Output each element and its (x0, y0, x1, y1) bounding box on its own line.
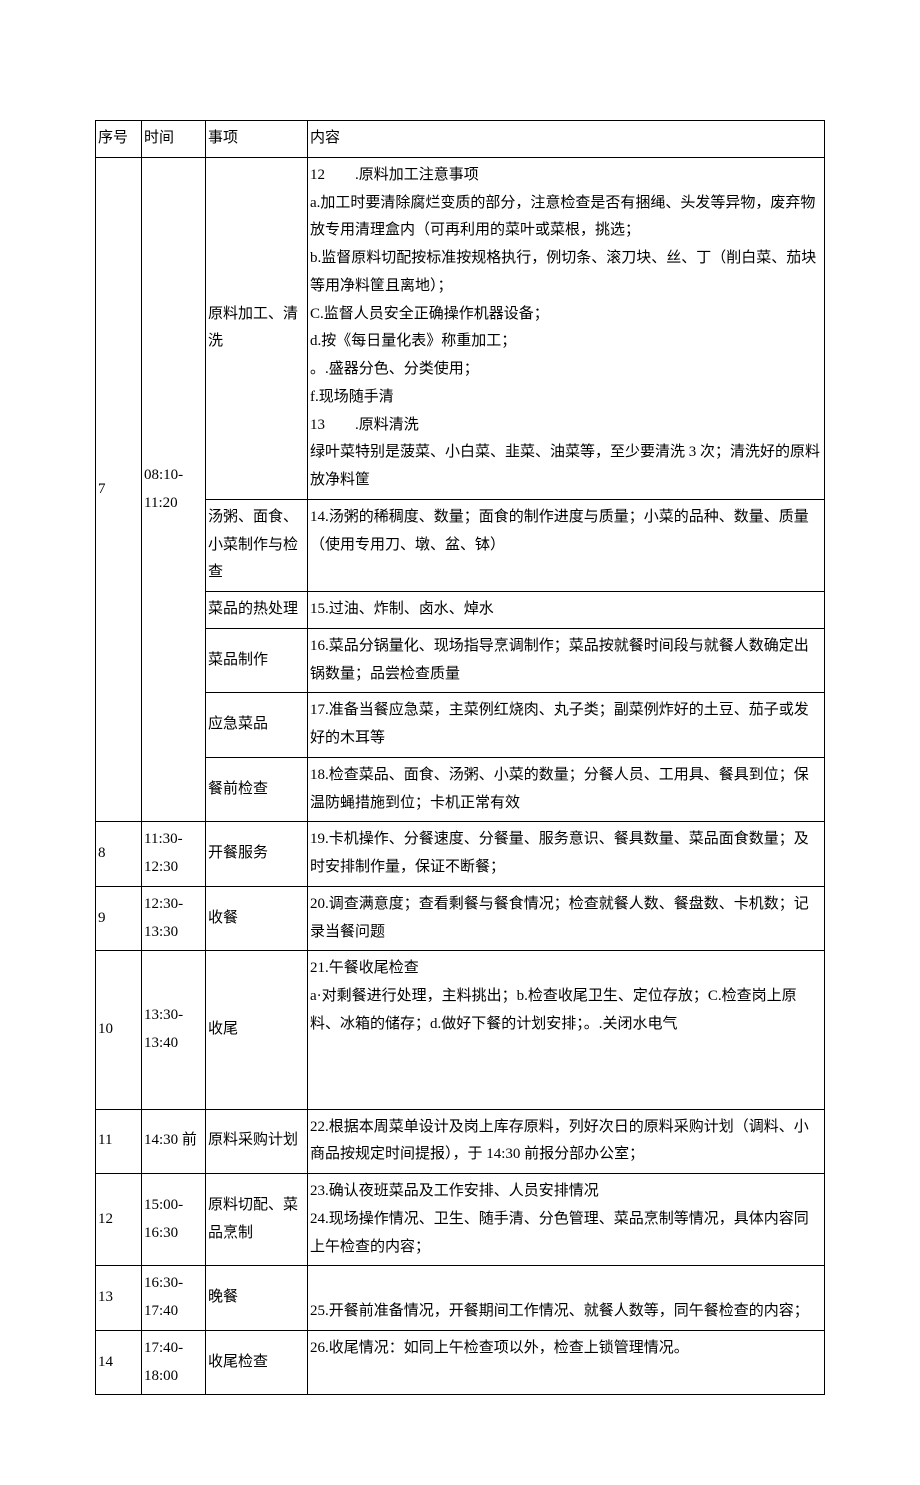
cell-item: 开餐服务 (206, 822, 308, 887)
content-line: 26.收尾情况：如同上午检查项以外，检查上锁管理情况。 (310, 1335, 822, 1363)
cell-seq: 9 (96, 886, 142, 951)
table-row: 餐前检查18.检查菜品、面食、汤粥、小菜的数量；分餐人员、工用具、餐具到位；保温… (96, 757, 825, 822)
cell-content: 19.卡机操作、分餐速度、分餐量、服务意识、餐具数量、菜品面食数量；及时安排制作… (308, 822, 825, 887)
table-row: 1417:40-18:00收尾检查26.收尾情况：如同上午检查项以外，检查上锁管… (96, 1330, 825, 1395)
cell-time: 12:30-13:30 (142, 886, 206, 951)
content-line: 19.卡机操作、分餐速度、分餐量、服务意识、餐具数量、菜品面食数量；及时安排制作… (310, 826, 822, 882)
content-line: 16.菜品分锅量化、现场指导烹调制作；菜品按就餐时间段与就餐人数确定出锅数量；品… (310, 633, 822, 689)
cell-content: 12 .原料加工注意事项a.加工时要清除腐烂变质的部分，注意检查是否有捆绳、头发… (308, 157, 825, 499)
cell-item: 原料切配、菜品烹制 (206, 1174, 308, 1266)
content-line: f.现场随手清 (310, 384, 822, 412)
cell-seq: 8 (96, 822, 142, 887)
cell-item: 菜品的热处理 (206, 592, 308, 629)
cell-seq: 12 (96, 1174, 142, 1266)
table-row: 1316:30-17:40晚餐 25.开餐前准备情况，开餐期间工作情况、就餐人数… (96, 1266, 825, 1331)
table-row: 912:30-13:30收餐20.调查满意度；查看剩餐与餐食情况；检查就餐人数、… (96, 886, 825, 951)
cell-item: 晚餐 (206, 1266, 308, 1331)
cell-item: 收尾检查 (206, 1330, 308, 1395)
cell-item: 收餐 (206, 886, 308, 951)
cell-item: 菜品制作 (206, 628, 308, 693)
content-line: 21.午餐收尾检查 (310, 955, 822, 983)
header-seq: 序号 (96, 121, 142, 158)
content-line: 绿叶菜特别是菠菜、小白菜、韭菜、油菜等，至少要清洗 3 次；清洗好的原料放净料筐 (310, 439, 822, 495)
content-line: 25.开餐前准备情况，开餐期间工作情况、就餐人数等，同午餐检查的内容； (310, 1298, 822, 1326)
table-row: 1114:30 前原料采购计划22.根据本周菜单设计及岗上库存原料，列好次日的原… (96, 1109, 825, 1174)
content-line: C.监督人员安全正确操作机器设备； (310, 301, 822, 329)
table-row: 1013:30-13:40收尾21.午餐收尾检查a·对剩餐进行处理，主料挑出；b… (96, 951, 825, 1109)
cell-item: 收尾 (206, 951, 308, 1109)
content-line: 12 .原料加工注意事项 (310, 162, 822, 190)
cell-time: 13:30-13:40 (142, 951, 206, 1109)
content-line: d.按《每日量化表》称重加工； (310, 328, 822, 356)
cell-item: 汤粥、面食、小菜制作与检查 (206, 499, 308, 591)
cell-content: 17.准备当餐应急菜，主菜例红烧肉、丸子类；副菜例炸好的土豆、茄子或发好的木耳等 (308, 693, 825, 758)
cell-time: 16:30-17:40 (142, 1266, 206, 1331)
cell-time: 15:00-16:30 (142, 1174, 206, 1266)
cell-time: 14:30 前 (142, 1109, 206, 1174)
cell-content: 18.检查菜品、面食、汤粥、小菜的数量；分餐人员、工用具、餐具到位；保温防蝇措施… (308, 757, 825, 822)
content-line: 22.根据本周菜单设计及岗上库存原料，列好次日的原料采购计划（调料、小商品按规定… (310, 1114, 822, 1170)
cell-time: 17:40-18:00 (142, 1330, 206, 1395)
header-content: 内容 (308, 121, 825, 158)
cell-seq: 7 (96, 157, 142, 822)
cell-item: 应急菜品 (206, 693, 308, 758)
cell-item: 原料采购计划 (206, 1109, 308, 1174)
table-row: 菜品制作16.菜品分锅量化、现场指导烹调制作；菜品按就餐时间段与就餐人数确定出锅… (96, 628, 825, 693)
content-line: 。.盛器分色、分类使用； (310, 356, 822, 384)
cell-content: 21.午餐收尾检查a·对剩餐进行处理，主料挑出；b.检查收尾卫生、定位存放；C.… (308, 951, 825, 1109)
cell-content: 25.开餐前准备情况，开餐期间工作情况、就餐人数等，同午餐检查的内容； (308, 1266, 825, 1331)
cell-content: 26.收尾情况：如同上午检查项以外，检查上锁管理情况。 (308, 1330, 825, 1395)
cell-time: 11:30-12:30 (142, 822, 206, 887)
cell-seq: 11 (96, 1109, 142, 1174)
header-time: 时间 (142, 121, 206, 158)
content-line: 20.调查满意度；查看剩餐与餐食情况；检查就餐人数、餐盘数、卡机数；记录当餐问题 (310, 891, 822, 947)
cell-seq: 10 (96, 951, 142, 1109)
content-line: 17.准备当餐应急菜，主菜例红烧肉、丸子类；副菜例炸好的土豆、茄子或发好的木耳等 (310, 697, 822, 753)
cell-seq: 13 (96, 1266, 142, 1331)
content-line: 23.确认夜班菜品及工作安排、人员安排情况 (310, 1178, 822, 1206)
cell-seq: 14 (96, 1330, 142, 1395)
schedule-table: 序号时间事项内容708:10-11:20原料加工、清洗12 .原料加工注意事项a… (95, 120, 825, 1395)
header-item: 事项 (206, 121, 308, 158)
cell-item: 原料加工、清洗 (206, 157, 308, 499)
cell-content: 20.调查满意度；查看剩餐与餐食情况；检查就餐人数、餐盘数、卡机数；记录当餐问题 (308, 886, 825, 951)
cell-content: 22.根据本周菜单设计及岗上库存原料，列好次日的原料采购计划（调料、小商品按规定… (308, 1109, 825, 1174)
table-header-row: 序号时间事项内容 (96, 121, 825, 158)
cell-content: 16.菜品分锅量化、现场指导烹调制作；菜品按就餐时间段与就餐人数确定出锅数量；品… (308, 628, 825, 693)
cell-content: 23.确认夜班菜品及工作安排、人员安排情况24.现场操作情况、卫生、随手清、分色… (308, 1174, 825, 1266)
table-row: 应急菜品17.准备当餐应急菜，主菜例红烧肉、丸子类；副菜例炸好的土豆、茄子或发好… (96, 693, 825, 758)
cell-item: 餐前检查 (206, 757, 308, 822)
cell-content: 15.过油、炸制、卤水、焯水 (308, 592, 825, 629)
content-line: 18.检查菜品、面食、汤粥、小菜的数量；分餐人员、工用具、餐具到位；保温防蝇措施… (310, 762, 822, 818)
content-line: b.监督原料切配按标准按规格执行，例切条、滚刀块、丝、丁（削白菜、茄块等用净料筐… (310, 245, 822, 301)
content-line: 14.汤粥的稀稠度、数量；面食的制作进度与质量；小菜的品种、数量、质量（使用专用… (310, 504, 822, 560)
content-line: a.加工时要清除腐烂变质的部分，注意检查是否有捆绳、头发等异物，废弃物放专用清理… (310, 190, 822, 246)
content-line: 13 .原料清洗 (310, 412, 822, 440)
cell-content: 14.汤粥的稀稠度、数量；面食的制作进度与质量；小菜的品种、数量、质量（使用专用… (308, 499, 825, 591)
table-row: 汤粥、面食、小菜制作与检查14.汤粥的稀稠度、数量；面食的制作进度与质量；小菜的… (96, 499, 825, 591)
content-line: 24.现场操作情况、卫生、随手清、分色管理、菜品烹制等情况，具体内容同上午检查的… (310, 1206, 822, 1262)
table-row: 811:30-12:30开餐服务19.卡机操作、分餐速度、分餐量、服务意识、餐具… (96, 822, 825, 887)
table-row: 菜品的热处理15.过油、炸制、卤水、焯水 (96, 592, 825, 629)
content-line (310, 1270, 822, 1298)
cell-time: 08:10-11:20 (142, 157, 206, 822)
table-row: 1215:00-16:30原料切配、菜品烹制23.确认夜班菜品及工作安排、人员安… (96, 1174, 825, 1266)
table-row: 708:10-11:20原料加工、清洗12 .原料加工注意事项a.加工时要清除腐… (96, 157, 825, 499)
content-line: a·对剩餐进行处理，主料挑出；b.检查收尾卫生、定位存放；C.检查岗上原料、冰箱… (310, 983, 822, 1039)
content-line: 15.过油、炸制、卤水、焯水 (310, 596, 822, 624)
